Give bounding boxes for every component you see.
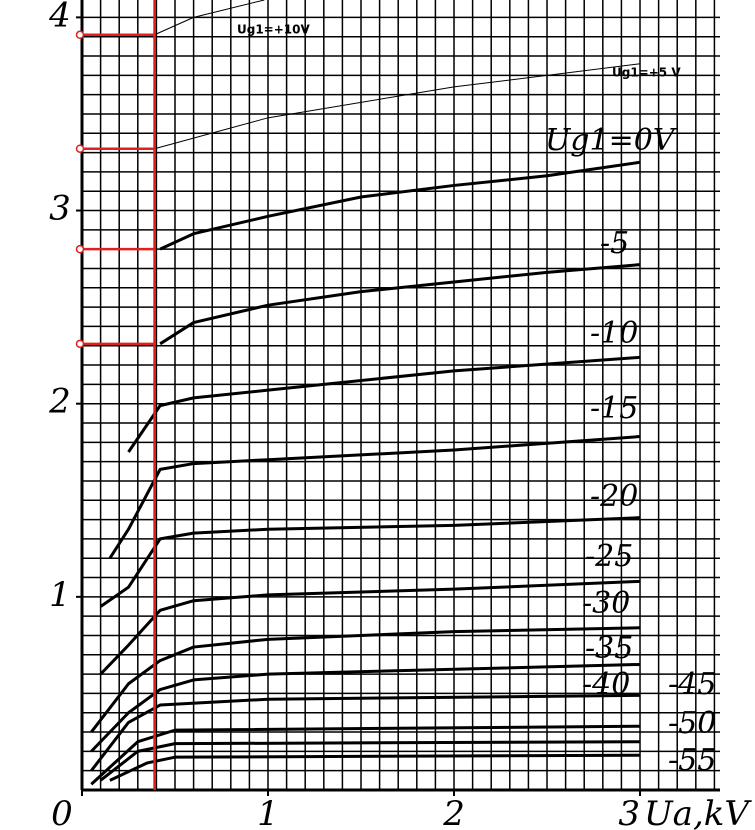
y-tick-label: 1 <box>49 575 71 615</box>
x-tick-label: 2 <box>442 794 465 830</box>
reference-point <box>75 144 85 153</box>
series-label: -35 <box>585 631 633 666</box>
series-line <box>90 724 641 786</box>
series-label: -5 <box>600 226 629 261</box>
series-line <box>159 160 641 251</box>
series-label: Ug1=+10V <box>237 23 310 37</box>
x-tick-label: 1 <box>257 794 279 830</box>
series-line <box>90 626 641 733</box>
series-line <box>159 263 641 346</box>
series-line <box>154 0 265 36</box>
series-label: -50 <box>668 706 716 741</box>
reference-point <box>75 30 85 40</box>
series-label: -10 <box>590 316 638 351</box>
series-label: Ug1=0V <box>545 123 678 158</box>
series-line <box>127 355 641 453</box>
y-tick-label: 2 <box>48 382 71 422</box>
series-line <box>108 435 641 560</box>
series-label: -20 <box>590 479 638 514</box>
series-label: Ug1=+5 V <box>612 66 681 80</box>
series-line <box>90 662 641 753</box>
series-label: -45 <box>668 667 716 702</box>
series-label: -55 <box>668 743 716 778</box>
series-label: -40 <box>582 667 630 702</box>
series-label: -25 <box>585 539 633 574</box>
series-line <box>99 740 641 782</box>
series-line <box>99 516 641 608</box>
reference-point <box>75 339 85 349</box>
series-line <box>90 693 641 772</box>
series-line <box>109 753 641 782</box>
x-tick-label: 0 <box>51 794 73 830</box>
series-line <box>154 63 641 150</box>
series-label: -30 <box>582 586 630 621</box>
x-tick-label: 3 <box>618 794 640 830</box>
y-tick-label: 4 <box>48 0 71 35</box>
series-label: -15 <box>590 391 638 426</box>
series-line <box>99 579 641 676</box>
y-tick-label: 3 <box>49 189 71 229</box>
x-axis-label: Ua,kV <box>644 794 752 830</box>
reference-point <box>75 244 85 254</box>
